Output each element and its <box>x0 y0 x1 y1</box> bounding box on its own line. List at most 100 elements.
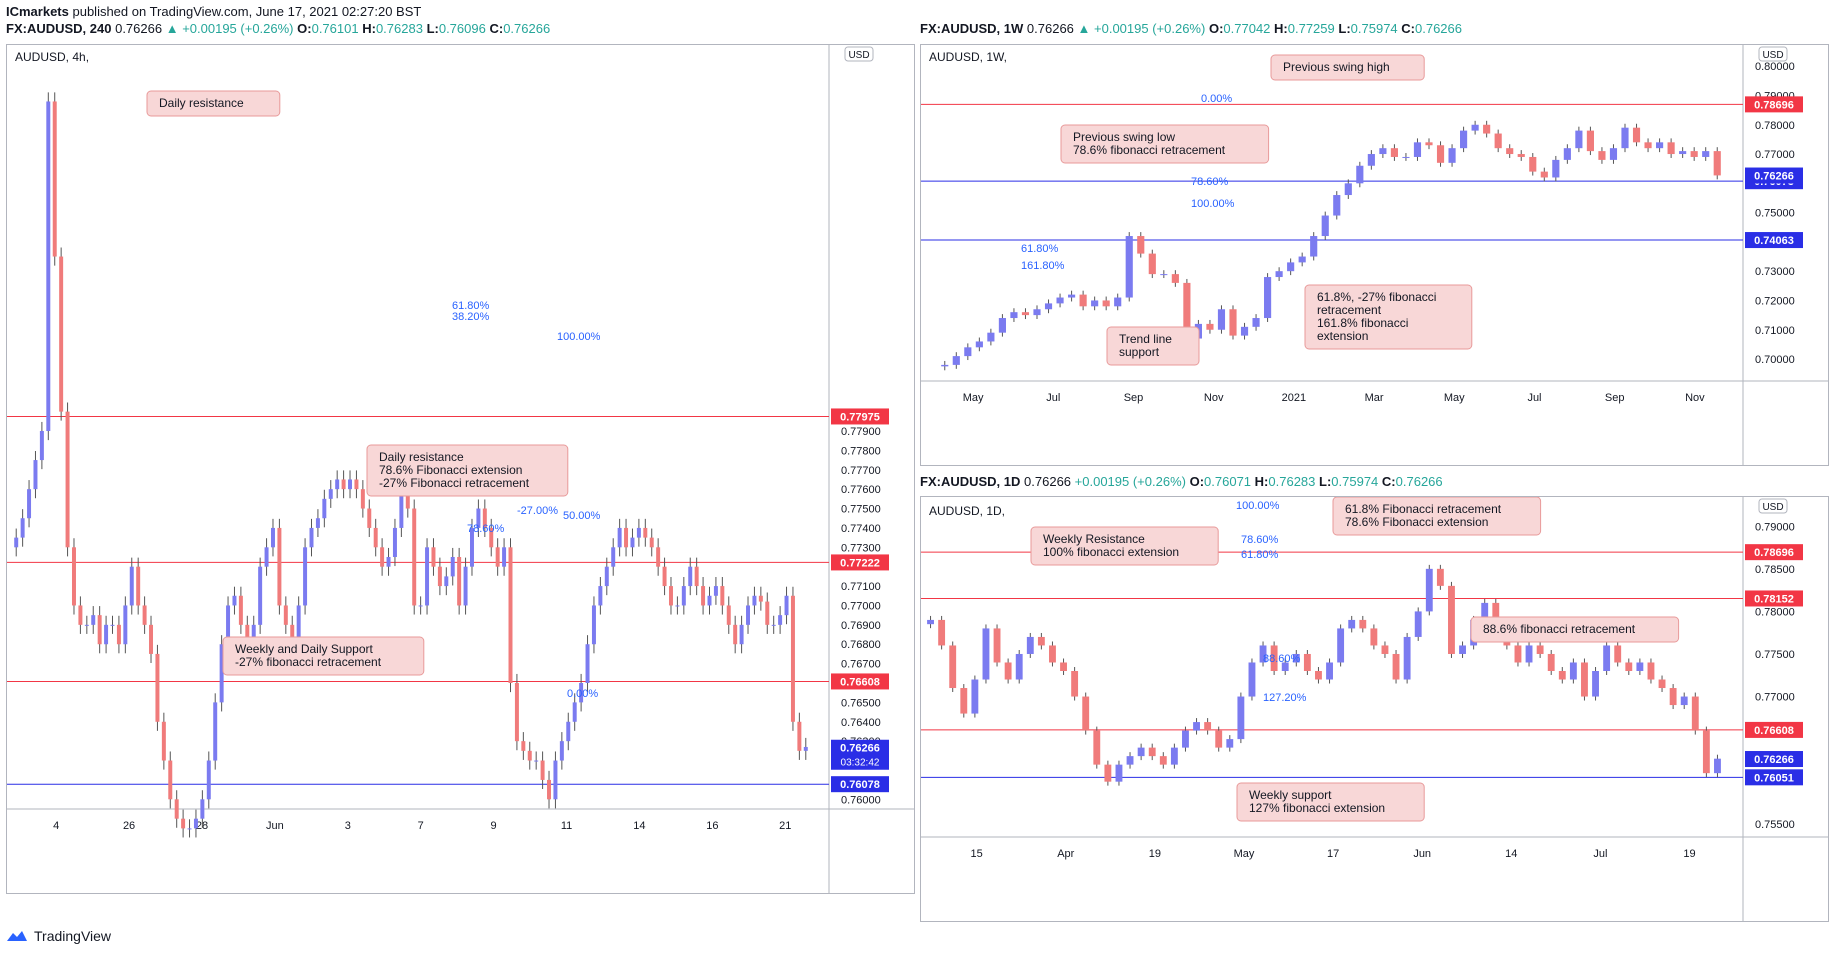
h4-candle-body <box>502 547 507 567</box>
weekly-candle-body <box>1044 303 1053 310</box>
h4-candle-body <box>521 741 526 751</box>
weekly-candle-body <box>1240 326 1249 336</box>
daily-chart-panel[interactable]: 0.79000 0.78500 0.78000 0.77500 0.77000 0.755… <box>920 496 1829 922</box>
weekly-candle-body <box>1021 312 1030 316</box>
weekly-last: 0.76266 <box>1026 21 1074 36</box>
daily-candle-body <box>1292 653 1300 663</box>
daily-candle-body <box>960 688 968 714</box>
daily-last: 0.76266 <box>1024 474 1072 489</box>
daily-candle-body <box>1436 568 1444 586</box>
h4-callout-box <box>222 636 425 676</box>
h4-candle-body <box>784 595 789 616</box>
h4-chart-panel[interactable]: 0.77900 0.77800 0.77700 0.77600 0.77500 0.774… <box>6 44 915 894</box>
daily-candle-body <box>1636 662 1644 671</box>
tradingview-footer[interactable]: TradingView <box>6 928 111 944</box>
h4-callout-text: Daily resistance <box>159 96 244 110</box>
weekly-callout-text: Previous swing high <box>1283 60 1390 74</box>
weekly-x-tick-label: Jul <box>1046 392 1060 404</box>
weekly-currency-tag <box>1758 46 1788 62</box>
daily-symbol: FX:AUDUSD, 1D <box>920 474 1021 489</box>
h4-candle-body <box>78 605 83 625</box>
h4-candle-body <box>482 508 487 528</box>
weekly-x-tick-label: Mar <box>1365 392 1384 404</box>
daily-candle-body <box>1359 619 1367 629</box>
weekly-candle-body <box>952 356 960 365</box>
h4-level-label: 0.77975 <box>840 411 880 423</box>
weekly-candle-body <box>1125 236 1133 298</box>
daily-candle-body <box>1248 662 1256 697</box>
h4-y-tick-label: 0.77400 <box>841 523 881 535</box>
h4-candle-body <box>309 527 314 548</box>
daily-level-tag <box>1745 721 1803 738</box>
h4-candle-body <box>758 595 763 602</box>
weekly-candle-body <box>1471 124 1479 131</box>
daily-change: +0.00195 (+0.26%) <box>1074 474 1186 489</box>
weekly-candle-body <box>1160 274 1168 276</box>
weekly-candle-body <box>1460 130 1468 149</box>
daily-candle-body <box>1680 696 1688 706</box>
weekly-last-price-tag <box>1745 167 1803 184</box>
weekly-candle-body <box>1506 148 1514 155</box>
weekly-candle-body <box>1137 236 1145 254</box>
h4-candle-body <box>675 605 680 607</box>
h4-candle-body <box>540 760 545 780</box>
daily-currency-tag <box>1758 498 1788 514</box>
h4-open: 0.76101 <box>311 21 359 36</box>
h4-candle-body <box>643 527 648 538</box>
daily-x-tick-label: 17 <box>1327 848 1339 860</box>
daily-candle-body <box>1071 671 1079 697</box>
daily-candle-body <box>1403 636 1411 680</box>
daily-last-price-tag <box>1745 751 1803 768</box>
daily-x-tick-label: 19 <box>1149 848 1161 860</box>
h4-candle-body <box>547 779 552 800</box>
h4-candle-body <box>129 566 134 606</box>
daily-callout-text: 61.8% Fibonacci retracement <box>1345 502 1502 516</box>
h4-candle-body <box>437 566 442 587</box>
daily-level-label: 0.78696 <box>1754 547 1794 559</box>
weekly-chart-panel[interactable]: 0.800000.790000.780000.770000.750000.730… <box>920 44 1829 466</box>
weekly-callout-text: extension <box>1317 329 1368 343</box>
h4-candle-body <box>694 566 699 587</box>
daily-chart[interactable]: 0.79000 0.78500 0.78000 0.77500 0.77000 0.755… <box>921 497 1828 921</box>
daily-candle-body <box>1392 653 1400 680</box>
h4-y-tick-label: 0.77700 <box>841 465 881 477</box>
h4-y-tick-label: 0.76500 <box>841 697 881 709</box>
weekly-candle-body <box>1206 323 1214 330</box>
weekly-high: 0.77259 <box>1287 21 1335 36</box>
h4-fib-label: 100.00% <box>557 331 601 343</box>
h4-candle-body <box>572 702 577 722</box>
h4-candle-body <box>489 527 494 548</box>
h4-candle-body <box>604 566 609 587</box>
weekly-callout-text: Previous swing low <box>1073 130 1175 144</box>
weekly-chart[interactable]: 0.800000.790000.780000.770000.750000.730… <box>921 45 1828 465</box>
daily-candle-body <box>1093 730 1101 765</box>
publisher-name: ICmarkets <box>6 4 69 19</box>
daily-callout-box <box>1236 782 1425 822</box>
h4-candle-body <box>136 566 141 606</box>
h4-high: 0.76283 <box>375 21 423 36</box>
h4-candle-body <box>559 741 564 761</box>
h4-candle-body <box>322 498 327 519</box>
h4-candle-body <box>245 624 250 645</box>
h4-candle-body <box>733 624 738 645</box>
daily-y-tick-label: 0.78000 <box>1755 606 1795 618</box>
weekly-change: ▲ +0.00195 (+0.26%) <box>1077 21 1206 36</box>
weekly-x-tick-label: 2021 <box>1282 392 1306 404</box>
h4-low: 0.76096 <box>438 21 486 36</box>
h4-candle-body <box>116 624 121 645</box>
weekly-candle-body <box>1598 151 1606 160</box>
h4-symbol: FX:AUDUSD, 240 <box>6 21 112 36</box>
h4-candle-body <box>277 527 282 606</box>
h4-candle-body <box>187 828 192 830</box>
weekly-candle-body <box>1702 151 1710 157</box>
h4-chart[interactable]: 0.77900 0.77800 0.77700 0.77600 0.77500 0.774… <box>7 45 914 893</box>
h4-close: 0.76266 <box>503 21 551 36</box>
h4-level-tag <box>831 776 889 793</box>
weekly-chart-title: AUDUSD, 1W, <box>929 50 1007 64</box>
h4-candle-body <box>566 721 571 742</box>
h4-level-tag <box>831 673 889 690</box>
weekly-level-tag <box>1745 232 1803 249</box>
weekly-close: 0.76266 <box>1415 21 1462 36</box>
weekly-candle-body <box>1079 294 1087 307</box>
h4-x-tick-label: 4 <box>53 820 59 832</box>
